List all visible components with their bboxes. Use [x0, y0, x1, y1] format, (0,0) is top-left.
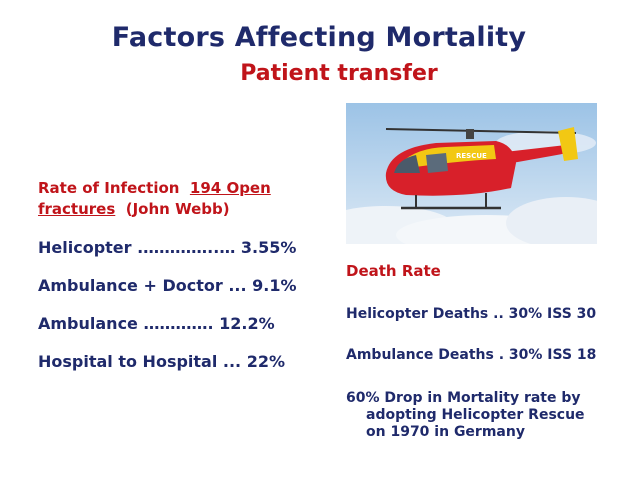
slide-subtitle: Patient transfer — [240, 61, 438, 86]
infection-source: (John Webb) — [125, 200, 230, 218]
mortality-note: 60% Drop in Mortality rate by adopting H… — [346, 390, 606, 441]
slide-title: Factors Affecting Mortality — [111, 22, 527, 53]
infection-label: Rate of Infection — [38, 179, 180, 197]
stat-ambulance: Ambulance …………. 12.2% — [38, 314, 275, 333]
helicopter-photo: RESCUE — [346, 103, 597, 244]
rescue-helicopter-photo-icon: RESCUE — [346, 103, 597, 244]
death-rate-helicopter: Helicopter Deaths .. 30% ISS 30 — [346, 306, 597, 322]
infection-block: Rate of Infection 194 Open fractures (Jo… — [38, 178, 308, 220]
mortality-note-line-3: on 1970 in Germany — [366, 424, 525, 440]
helicopter-decal: RESCUE — [456, 152, 487, 160]
stat-ambulance-doctor: Ambulance + Doctor ... 9.1% — [38, 276, 297, 295]
mortality-note-line-1: 60% Drop in Mortality rate by — [346, 390, 581, 406]
mortality-note-line-2: adopting Helicopter Rescue — [366, 407, 585, 423]
death-rate-ambulance: Ambulance Deaths . 30% ISS 18 — [346, 347, 597, 363]
infection-link[interactable]: 194 Open fractures — [38, 179, 271, 218]
infection-heading: Rate of Infection 194 Open fractures (Jo… — [38, 178, 308, 220]
death-rate-title: Death Rate — [346, 262, 441, 280]
stat-helicopter: Helicopter .…………..… 3.55% — [38, 238, 297, 257]
stat-hospital-to-hospital: Hospital to Hospital ... 22% — [38, 352, 285, 371]
